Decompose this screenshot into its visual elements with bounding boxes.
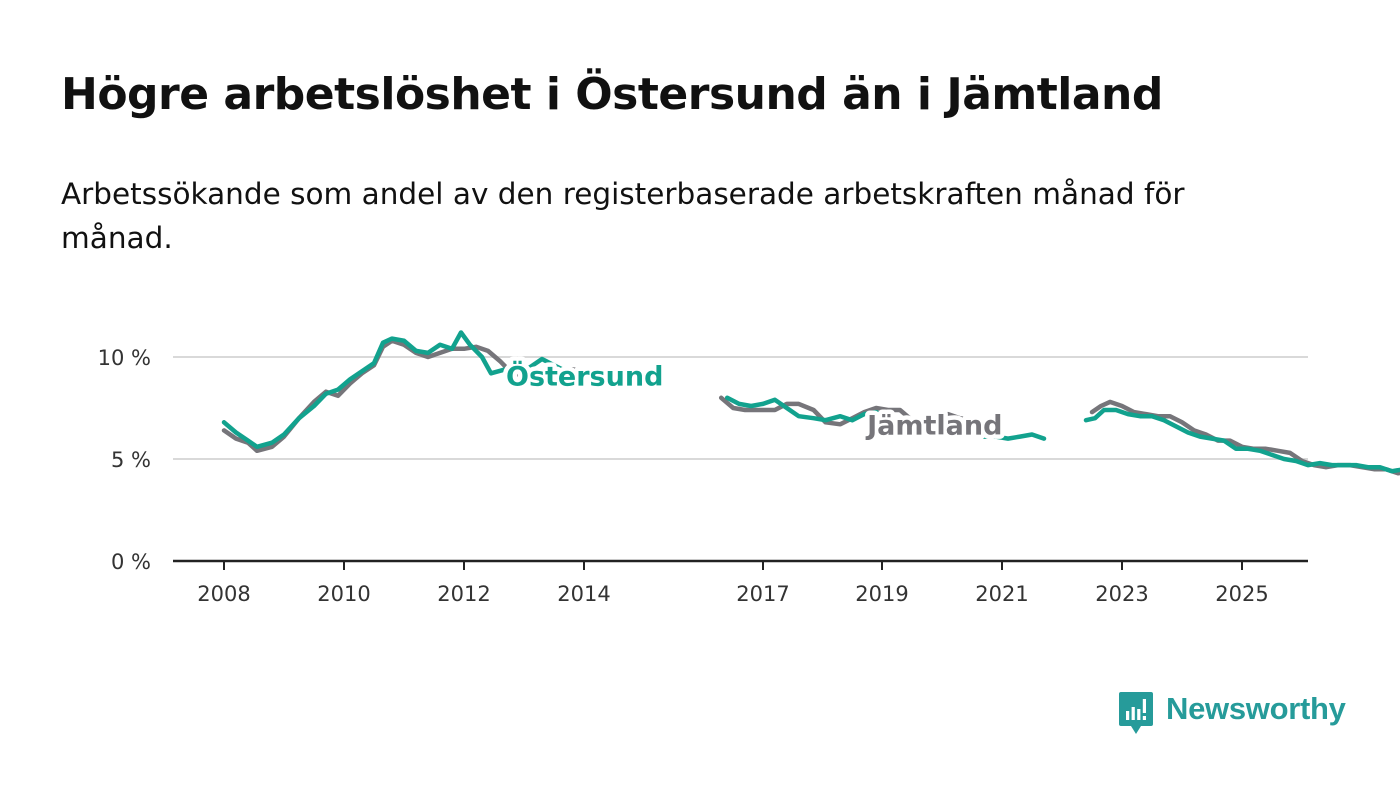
x-tick-label: 2021 — [975, 582, 1028, 606]
chart-series — [221, 330, 1400, 476]
x-tick-label: 2010 — [317, 582, 370, 606]
page-title: Högre arbetslöshet i Östersund än i Jämt… — [61, 69, 1163, 120]
chart-labels: Jämtland4,4 %Östersund4,6 % — [502, 355, 1007, 446]
brand-name: Newsworthy — [1166, 691, 1346, 726]
x-tick-label: 2025 — [1215, 582, 1268, 606]
y-tick-label: 10 % — [98, 346, 151, 370]
series-line-ostersund — [221, 330, 587, 450]
y-tick-label: 0 % — [111, 550, 151, 574]
x-tick-label: 2017 — [736, 582, 789, 606]
x-tick-label: 2019 — [855, 582, 908, 606]
x-tick-label: 2012 — [437, 582, 490, 606]
series-line-ostersund — [724, 395, 1047, 441]
series-label-jamtland: Jämtland — [865, 411, 1002, 442]
newsworthy-logo-icon — [1119, 692, 1153, 734]
x-tick-label: 2008 — [197, 582, 250, 606]
series-label-ostersund: Östersund — [506, 360, 663, 393]
newsworthy-logo[interactable]: Newsworthy — [1118, 690, 1346, 736]
y-tick-label: 5 % — [111, 448, 151, 472]
x-tick-label: 2014 — [557, 582, 610, 606]
grid-lines — [173, 356, 1308, 460]
chart-axes: 0 % 5 % 10 % 2008 2010 2012 2014 2017 2019 2021 20… — [98, 346, 1308, 606]
series-line-jamtland — [1089, 399, 1400, 476]
series-line-ostersund — [1083, 407, 1400, 474]
page-subtitle: Arbetssökande som andel av den registerb… — [61, 177, 1185, 255]
x-tick-label: 2023 — [1095, 582, 1148, 606]
